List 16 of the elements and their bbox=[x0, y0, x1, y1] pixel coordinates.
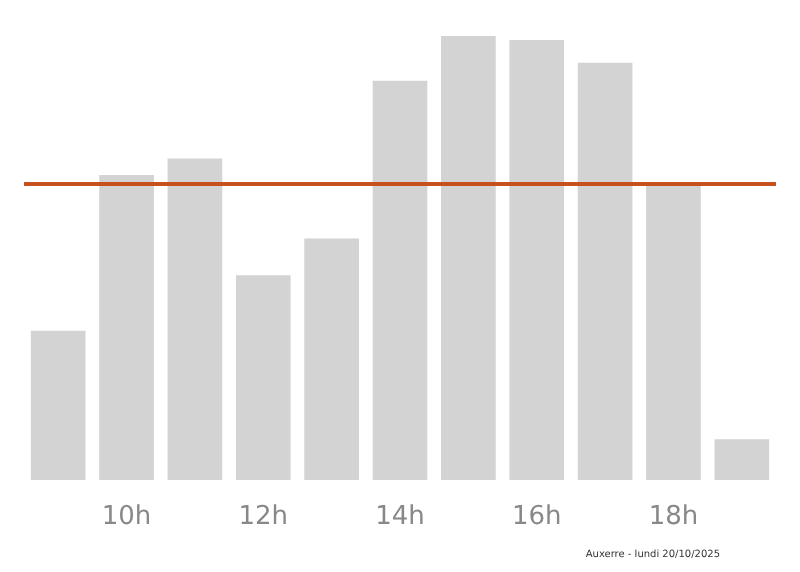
x-tick-label: 18h bbox=[648, 502, 699, 532]
bar bbox=[235, 275, 291, 480]
bar bbox=[304, 238, 359, 480]
x-tick-label: 14h bbox=[375, 502, 425, 532]
bar bbox=[509, 40, 565, 480]
x-tick-label: 16h bbox=[511, 502, 562, 532]
bar bbox=[646, 183, 701, 480]
bar bbox=[167, 158, 223, 480]
bar bbox=[577, 62, 633, 480]
bar bbox=[99, 174, 154, 480]
x-tick-label: 12h bbox=[238, 502, 289, 532]
bar bbox=[30, 330, 86, 480]
bar bbox=[714, 439, 770, 480]
x-tick-label: 10h bbox=[101, 502, 152, 532]
bar bbox=[372, 80, 428, 480]
bar bbox=[441, 36, 496, 480]
